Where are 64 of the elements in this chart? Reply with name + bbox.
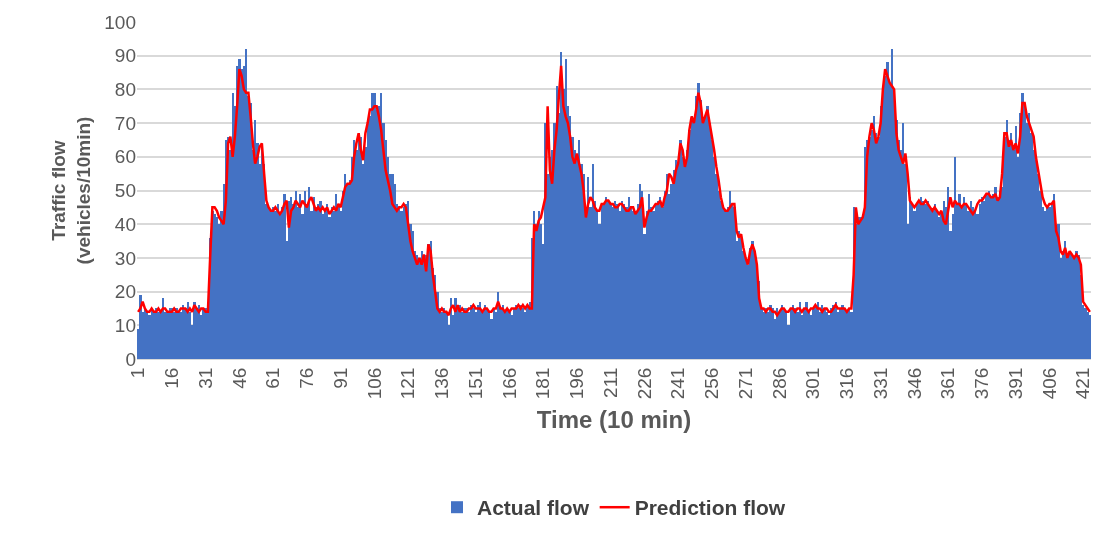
x-tick-label: 361 xyxy=(937,367,959,400)
y-tick-label: 60 xyxy=(114,146,136,168)
y-axis-title: Traffic flow (vehicles/10min) xyxy=(48,116,95,265)
y-tick-label: 90 xyxy=(114,45,136,67)
x-tick-label: 76 xyxy=(296,367,318,389)
x-tick-label: 31 xyxy=(194,367,216,389)
bar xyxy=(283,194,286,359)
bar xyxy=(790,308,792,359)
bar xyxy=(947,187,949,359)
bar xyxy=(1078,255,1080,359)
x-tick-label: 376 xyxy=(971,367,993,400)
y-tick-label: 0 xyxy=(125,348,136,370)
bar xyxy=(891,49,893,359)
x-tick-label: 271 xyxy=(734,367,756,400)
bar xyxy=(497,292,499,359)
bar xyxy=(454,298,457,359)
x-tick-label: 61 xyxy=(262,367,284,389)
bar xyxy=(380,93,382,359)
bar xyxy=(450,298,452,359)
y-tick-label: 30 xyxy=(114,247,136,269)
x-tick-label: 1 xyxy=(127,367,149,379)
y-tick-label: 80 xyxy=(114,79,136,101)
x-tick-label: 391 xyxy=(1004,367,1026,400)
x-tick-label: 91 xyxy=(329,367,351,389)
x-tick-label: 211 xyxy=(599,367,621,398)
x-tick-label: 166 xyxy=(498,367,520,400)
y-tick-label: 40 xyxy=(114,213,136,235)
x-tick-label: 301 xyxy=(802,367,824,400)
x-tick-label: 136 xyxy=(431,367,453,400)
legend-label: Actual flow xyxy=(477,496,590,520)
x-axis-title: Time (10 min) xyxy=(536,405,692,433)
legend-label: Prediction flow xyxy=(634,496,786,520)
x-tick-label: 196 xyxy=(566,367,588,400)
x-tick-label: 46 xyxy=(228,367,250,389)
bar xyxy=(193,302,196,359)
x-tick-label: 316 xyxy=(836,367,858,400)
x-tick-label: 286 xyxy=(768,367,790,400)
y-tick-label: 10 xyxy=(114,314,136,336)
bar xyxy=(785,312,787,359)
bar xyxy=(857,217,859,359)
y-tick-label: 20 xyxy=(114,281,136,303)
y-tick-label: 50 xyxy=(114,180,136,202)
x-tick-label: 256 xyxy=(701,367,723,400)
bar xyxy=(139,295,142,359)
bar xyxy=(445,312,448,359)
x-tick-label: 331 xyxy=(869,367,891,400)
x-tick-label: 241 xyxy=(667,367,689,400)
y-tick-label: 100 xyxy=(104,11,136,33)
x-tick-label: 226 xyxy=(633,367,655,400)
bar xyxy=(954,157,956,359)
x-tick-label: 151 xyxy=(464,367,486,400)
bar xyxy=(238,59,241,359)
bar xyxy=(1057,224,1060,359)
y-tick-label: 70 xyxy=(114,112,136,134)
x-tick-label: 181 xyxy=(532,367,554,400)
x-tick-label: 346 xyxy=(903,367,925,400)
bar xyxy=(1089,315,1091,359)
x-tick-label: 106 xyxy=(363,367,385,400)
x-tick-label: 121 xyxy=(397,367,419,400)
x-tick-label: 406 xyxy=(1038,367,1060,400)
line-series xyxy=(137,64,1091,317)
x-tick-label: 16 xyxy=(161,367,183,389)
x-tick-label: 421 xyxy=(1072,367,1094,400)
bar xyxy=(565,59,567,359)
